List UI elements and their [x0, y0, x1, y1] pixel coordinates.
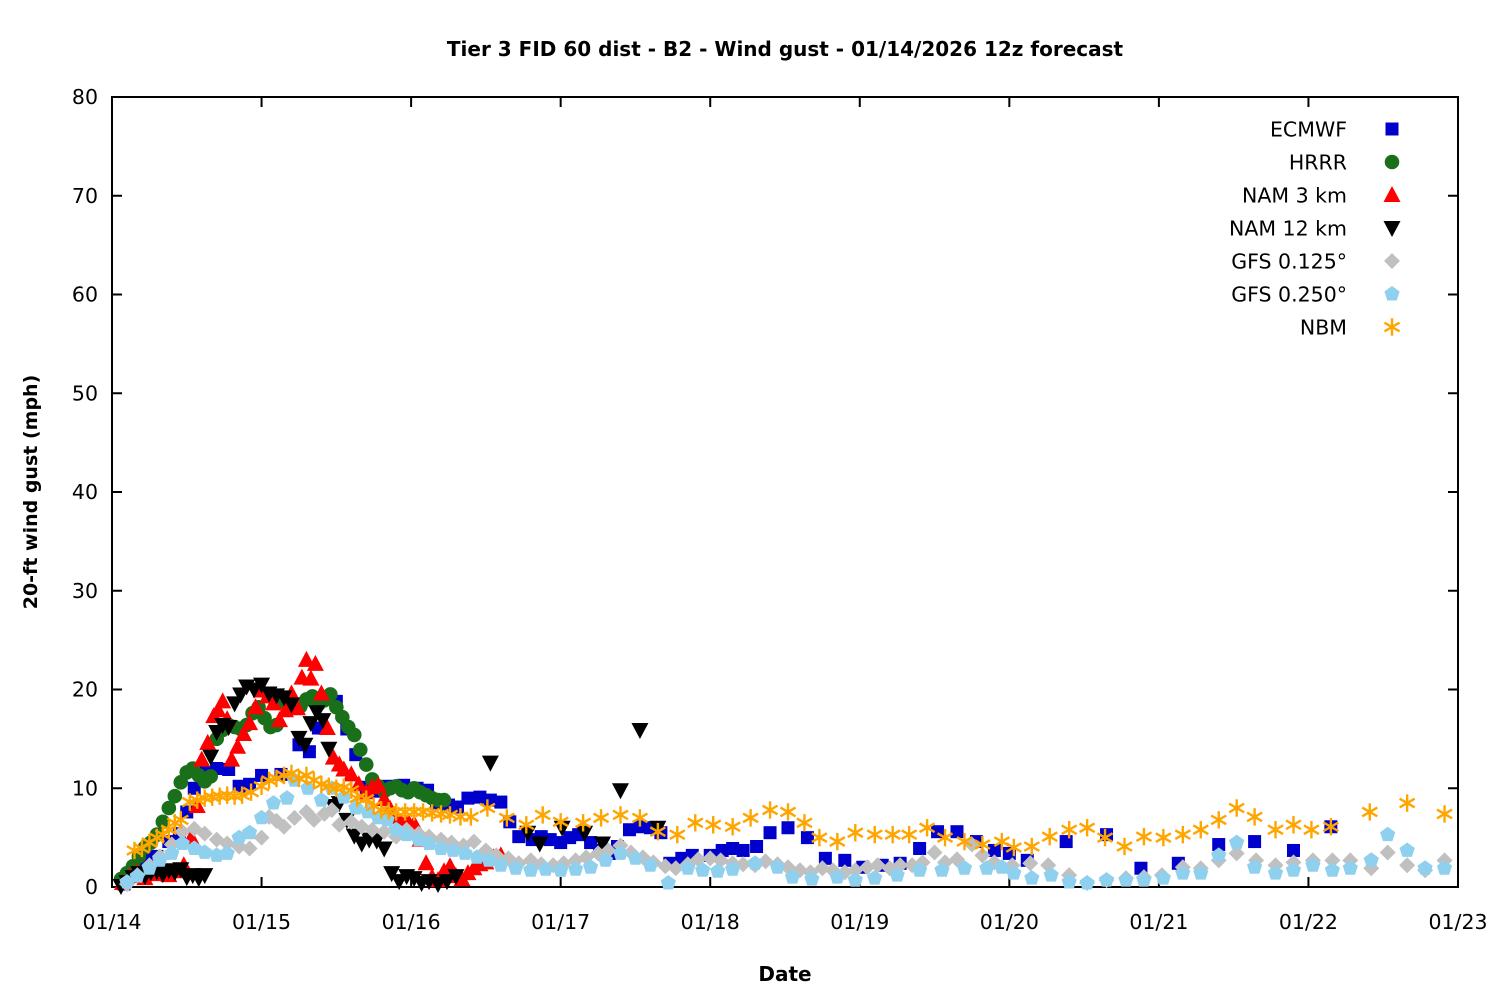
- legend-label: HRRR: [1289, 151, 1347, 175]
- y-tick-label: 50: [72, 381, 98, 405]
- x-tick-label: 01/20: [980, 910, 1039, 934]
- y-tick-label: 80: [72, 85, 98, 109]
- legend-entry-hrrr: HRRR: [1289, 151, 1400, 175]
- chart-title: Tier 3 FID 60 dist - B2 - Wind gust - 01…: [446, 37, 1124, 61]
- legend-entry-nam-12-km: NAM 12 km: [1229, 217, 1401, 241]
- legend-marker-diamond-icon: [1384, 253, 1400, 269]
- plot-border: [111, 96, 1459, 888]
- x-tick-label: 01/19: [830, 910, 889, 934]
- legend-marker-triangle-down-icon: [1383, 221, 1401, 237]
- legend-marker-square-icon: [1385, 122, 1399, 136]
- x-tick-label: 01/18: [681, 910, 740, 934]
- legend-entry-ecmwf: ECMWF: [1270, 118, 1399, 142]
- series-nbm: [126, 764, 1453, 860]
- x-tick-label: 01/15: [232, 910, 291, 934]
- legend-label: NBM: [1300, 316, 1347, 340]
- y-tick-label: 70: [72, 184, 98, 208]
- legend-marker-asterisk-icon: [1383, 318, 1401, 336]
- legend-marker-triangle-up-icon: [1383, 186, 1401, 202]
- legend-entry-nam-3-km: NAM 3 km: [1242, 184, 1401, 208]
- x-tick-label: 01/17: [531, 910, 590, 934]
- x-tick-label: 01/21: [1129, 910, 1188, 934]
- legend-label: NAM 3 km: [1242, 184, 1347, 208]
- y-tick-label: 10: [72, 776, 98, 800]
- legend-label: ECMWF: [1270, 118, 1347, 142]
- legend-label: GFS 0.125°: [1231, 250, 1347, 274]
- series-gfs-0-250-: [119, 772, 1453, 890]
- y-tick-label: 0: [85, 875, 98, 899]
- legend-marker-circle-icon: [1384, 154, 1400, 170]
- x-tick-label: 01/14: [82, 910, 141, 934]
- legend-label: NAM 12 km: [1229, 217, 1347, 241]
- legend-entry-gfs-0-125-: GFS 0.125°: [1231, 250, 1400, 274]
- x-tick-label: 01/23: [1428, 910, 1487, 934]
- y-tick-label: 60: [72, 283, 98, 307]
- x-axis-label: Date: [758, 962, 812, 986]
- y-tick-label: 40: [72, 480, 98, 504]
- x-tick-label: 01/22: [1279, 910, 1338, 934]
- legend-entry-nbm: NBM: [1300, 316, 1401, 340]
- y-tick-label: 20: [72, 678, 98, 702]
- legend-entry-gfs-0-250-: GFS 0.250°: [1231, 283, 1400, 307]
- legend-label: GFS 0.250°: [1231, 283, 1347, 307]
- legend-marker-pentagon-icon: [1384, 286, 1400, 301]
- y-tick-label: 30: [72, 579, 98, 603]
- x-tick-label: 01/16: [382, 910, 441, 934]
